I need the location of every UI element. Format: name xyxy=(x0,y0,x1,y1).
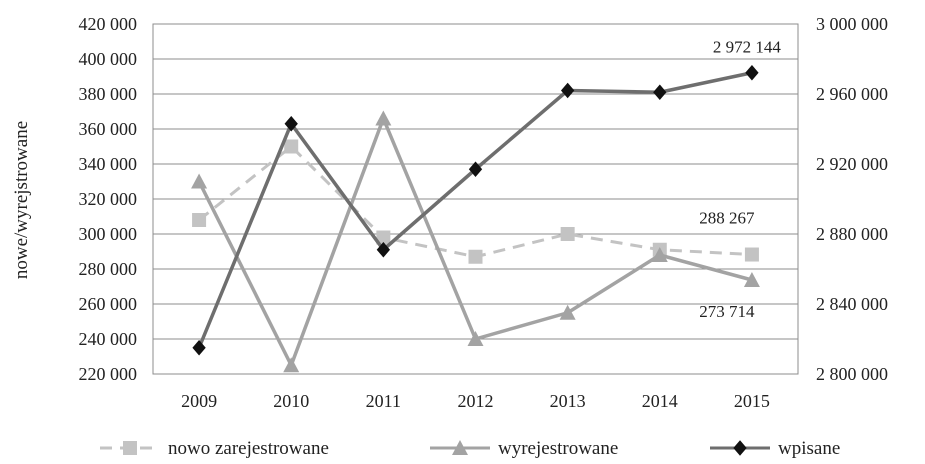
left-tick-label: 220 000 xyxy=(79,364,138,384)
data-point xyxy=(467,331,484,346)
left-tick-label: 380 000 xyxy=(79,84,138,104)
legend-marker xyxy=(733,440,747,456)
data-label: 2 972 144 xyxy=(713,38,782,57)
x-tick-label: 2011 xyxy=(366,391,401,411)
data-point xyxy=(468,249,483,264)
legend-item: wyrejestrowane xyxy=(430,438,618,459)
right-tick-label: 2 800 000 xyxy=(816,364,888,384)
data-point xyxy=(284,115,298,132)
data-point xyxy=(468,161,483,178)
right-axis-ticks: 2 800 000 2 840 000 2 880 000 2 920 000 2 96… xyxy=(816,14,888,384)
data-point xyxy=(745,64,759,81)
right-tick-label: 2 880 000 xyxy=(816,224,888,244)
legend: nowo zarejestrowane wyrejestrowane wpisane xyxy=(100,438,840,459)
left-tick-label: 340 000 xyxy=(79,154,138,174)
left-axis-title: nowe/wyrejstrowane xyxy=(11,121,32,279)
x-axis-ticks: 2009 2010 2011 2012 2013 2014 2015 xyxy=(181,391,770,411)
data-point xyxy=(560,227,575,241)
left-axis-ticks: 220 000 240 000 260 000 280 000 300 000 320 0… xyxy=(79,14,138,384)
data-point xyxy=(743,272,760,288)
left-tick-label: 420 000 xyxy=(79,14,138,34)
gridlines xyxy=(153,58,798,340)
data-label: 288 267 xyxy=(699,209,755,228)
data-point xyxy=(283,357,300,373)
series-wyrejestrowane xyxy=(191,110,760,373)
plot-area-border xyxy=(152,23,799,375)
x-tick-label: 2012 xyxy=(458,391,494,411)
data-point xyxy=(559,304,576,320)
data-point xyxy=(376,230,391,245)
data-point xyxy=(191,173,208,189)
left-tick-label: 400 000 xyxy=(79,49,138,69)
right-tick-label: 2 960 000 xyxy=(816,84,888,104)
legend-item: nowo zarejestrowane xyxy=(100,438,329,459)
x-tick-label: 2009 xyxy=(181,391,217,411)
right-tick-label: 2 920 000 xyxy=(816,154,888,174)
data-point xyxy=(744,247,759,262)
data-point xyxy=(284,139,299,154)
data-point xyxy=(651,247,668,262)
left-tick-label: 300 000 xyxy=(79,224,138,244)
data-label: 273 714 xyxy=(699,302,755,321)
x-tick-label: 2014 xyxy=(642,391,678,411)
legend-item: wpisane xyxy=(710,438,840,459)
right-tick-label: 3 000 000 xyxy=(816,14,888,34)
data-point xyxy=(653,84,667,101)
data-point xyxy=(560,82,575,99)
legend-label: wyrejestrowane xyxy=(498,438,618,459)
legend-label: nowo zarejestrowane xyxy=(168,438,329,459)
left-tick-label: 360 000 xyxy=(79,119,138,139)
x-tick-label: 2015 xyxy=(734,391,770,411)
left-tick-label: 280 000 xyxy=(79,259,138,279)
series-group xyxy=(191,64,760,373)
x-tick-label: 2013 xyxy=(550,391,586,411)
series-wpisane xyxy=(192,64,759,356)
x-tick-label: 2010 xyxy=(273,391,309,411)
legend-label: wpisane xyxy=(778,438,840,459)
right-tick-label: 2 840 000 xyxy=(816,294,888,314)
legend-marker xyxy=(452,440,468,455)
data-point xyxy=(376,241,391,258)
left-tick-label: 240 000 xyxy=(79,329,138,349)
data-point xyxy=(192,339,206,356)
data-labels: 2 972 144 288 267 273 714 xyxy=(699,38,781,321)
left-tick-label: 260 000 xyxy=(79,294,138,314)
series-line xyxy=(197,71,753,349)
legend-marker xyxy=(123,441,137,455)
left-tick-label: 320 000 xyxy=(79,189,138,209)
data-point xyxy=(192,213,207,227)
data-point xyxy=(375,110,392,126)
